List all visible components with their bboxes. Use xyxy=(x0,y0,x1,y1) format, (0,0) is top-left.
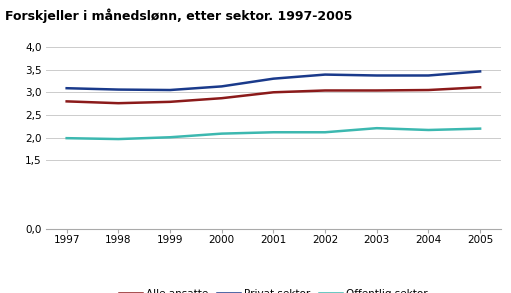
Offentlig sektor xyxy=(322,130,328,134)
Alle ansatte xyxy=(477,86,483,89)
Offentlig sektor xyxy=(63,137,69,140)
Privat sektor xyxy=(425,74,431,77)
Offentlig sektor xyxy=(374,126,380,130)
Alle ansatte xyxy=(167,100,173,104)
Privat sektor xyxy=(63,86,69,90)
Privat sektor xyxy=(477,70,483,73)
Legend: Alle ansatte, Privat sektor, Offentlig sektor: Alle ansatte, Privat sektor, Offentlig s… xyxy=(115,285,432,293)
Alle ansatte xyxy=(374,89,380,92)
Offentlig sektor xyxy=(219,132,225,135)
Alle ansatte xyxy=(270,91,276,94)
Offentlig sektor xyxy=(477,127,483,130)
Privat sektor xyxy=(115,88,122,91)
Alle ansatte xyxy=(63,100,69,103)
Privat sektor xyxy=(219,85,225,88)
Alle ansatte xyxy=(322,89,328,92)
Privat sektor xyxy=(374,74,380,77)
Offentlig sektor xyxy=(167,135,173,139)
Offentlig sektor xyxy=(270,130,276,134)
Line: Alle ansatte: Alle ansatte xyxy=(66,87,480,103)
Offentlig sektor xyxy=(115,137,122,141)
Privat sektor xyxy=(270,77,276,80)
Line: Privat sektor: Privat sektor xyxy=(66,71,480,90)
Text: Forskjeller i månedslønn, etter sektor. 1997-2005: Forskjeller i månedslønn, etter sektor. … xyxy=(5,9,353,23)
Privat sektor xyxy=(167,88,173,92)
Alle ansatte xyxy=(219,96,225,100)
Privat sektor xyxy=(322,73,328,76)
Alle ansatte xyxy=(425,88,431,92)
Line: Offentlig sektor: Offentlig sektor xyxy=(66,128,480,139)
Offentlig sektor xyxy=(425,128,431,132)
Alle ansatte xyxy=(115,101,122,105)
